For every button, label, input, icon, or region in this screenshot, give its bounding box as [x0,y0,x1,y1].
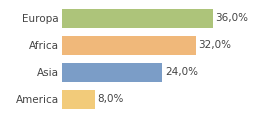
Text: 24,0%: 24,0% [165,67,198,77]
Text: 36,0%: 36,0% [215,13,248,23]
Text: 8,0%: 8,0% [98,94,124,104]
Bar [62,36,196,55]
Bar [62,63,162,82]
Bar [62,90,95,109]
Text: 32,0%: 32,0% [199,40,232,50]
Bar [62,9,213,28]
